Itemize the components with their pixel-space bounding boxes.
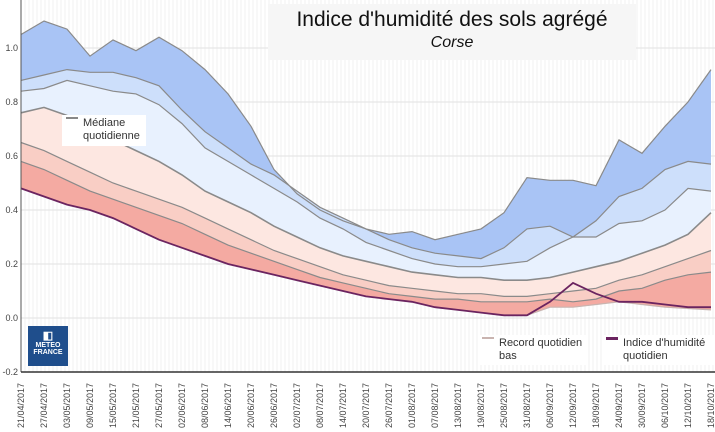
x-tick-label: 07/08/2017 [430,383,440,428]
chart-title: Indice d'humidité des sols agrégé [296,8,608,31]
legend-median: Médiane quotidienne [62,115,146,146]
x-tick-label: 20/07/2017 [361,383,371,428]
x-tick-label: 18/09/2017 [591,383,601,428]
x-tick-label: 02/07/2017 [292,383,302,428]
chart-subtitle: Corse [430,34,474,51]
x-tick-label: 02/06/2017 [177,383,187,428]
y-tick-label: 0.8 [5,97,18,107]
x-tick-label: 26/07/2017 [384,383,394,428]
quantile-line [20,68,712,260]
y-tick-label: 0.6 [5,151,18,161]
logo-mark-icon: ◧ [42,330,54,342]
x-tick-label: 06/09/2017 [545,383,555,428]
band-area [21,161,711,316]
x-tick-label: 14/07/2017 [338,383,348,428]
logo-line2: FRANCE [33,349,63,356]
x-tick-label: 14/06/2017 [223,383,233,428]
x-tick-label: 15/05/2017 [108,383,118,428]
x-tick-label: 27/04/2017 [39,383,49,428]
x-tick-label: 24/09/2017 [614,383,624,428]
quantile-line [20,160,712,303]
x-tick-label: 03/05/2017 [62,383,72,428]
quantile-line [20,141,712,297]
legend-index: Indice d'humidité quotidien [602,335,715,365]
x-tick-label: 12/10/2017 [683,383,693,428]
legend-index-label-2: quotidien [623,350,668,362]
x-tick-label: 08/06/2017 [200,383,210,428]
legend-index-label: Indice d'humidité [623,337,706,349]
x-tick-label: 26/06/2017 [269,383,279,428]
legend-low-label: Record quotidien [499,337,583,349]
band-area [21,80,711,281]
x-tick-label: 31/08/2017 [522,383,532,428]
median-swatch [66,117,78,120]
record-low-swatch [482,337,494,340]
x-tick-label: 18/10/2017 [706,383,715,428]
index-swatch [606,336,618,340]
x-tick-label: 08/07/2017 [315,383,325,428]
x-tick-label: 13/08/2017 [453,383,463,428]
title-box: Indice d'humidité des sols agrégé Corse [268,4,636,60]
legend-median-label-2: quotidienne [83,130,140,142]
y-tick-label: -0.2 [2,367,18,377]
x-tick-label: 30/09/2017 [637,383,647,428]
x-tick-label: 12/09/2017 [568,383,578,428]
median-line [20,106,712,282]
legend-median-label: Médiane [83,117,126,129]
x-tick-label: 09/05/2017 [85,383,95,428]
index-line [20,187,711,317]
y-tick-label: 0.2 [5,259,18,269]
x-tick-label: 19/08/2017 [476,383,486,428]
legend-record-low: Record quotidien bas [478,335,587,365]
logo-line1: METEO [35,342,61,349]
quantile-line [20,79,712,268]
band-area [21,21,711,259]
x-tick-label: 20/06/2017 [246,383,256,428]
legend-low-label-2: bas [499,350,517,362]
meteo-france-logo: ◧ METEO FRANCE [28,326,68,366]
x-tick-label: 01/08/2017 [407,383,417,428]
y-tick-label: 1.0 [5,43,18,53]
y-tick-label: 0.4 [5,205,18,215]
band-area [21,142,711,302]
x-tick-label: 21/04/2017 [16,383,26,428]
x-tick-label: 25/08/2017 [499,383,509,428]
x-tick-label: 27/05/2017 [154,383,164,428]
x-tick-label: 21/05/2017 [131,383,141,428]
y-tick-label: 0.0 [5,313,18,323]
x-tick-label: 06/10/2017 [660,383,670,428]
